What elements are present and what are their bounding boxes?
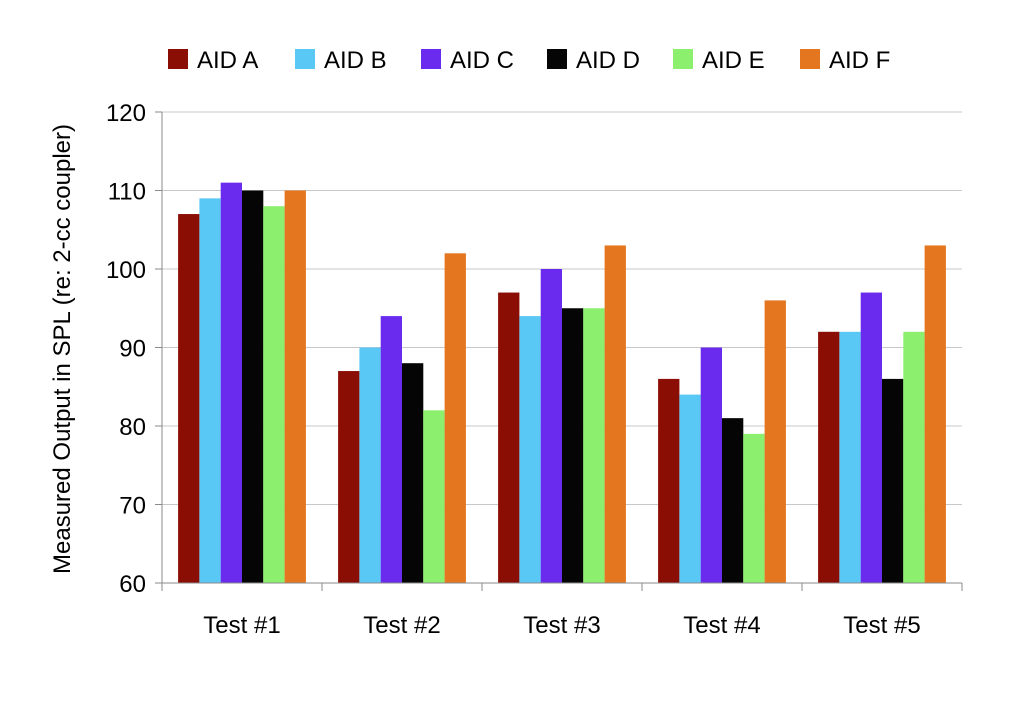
legend-item-aid-c: AID C — [421, 47, 514, 74]
y-tick-label: 100 — [106, 257, 146, 284]
bar-aid-b-test-1 — [199, 198, 221, 583]
x-category-label: Test #2 — [363, 612, 440, 639]
bar-aid-d-test-2 — [402, 363, 424, 583]
legend-swatch — [168, 49, 188, 69]
legend-swatch — [800, 49, 820, 69]
bar-aid-a-test-3 — [498, 292, 520, 583]
legend-label: AID E — [702, 47, 765, 74]
legend-label: AID A — [197, 47, 258, 74]
legend-swatch — [421, 49, 441, 69]
bar-aid-c-test-2 — [380, 316, 402, 583]
legend-item-aid-e: AID E — [673, 47, 765, 74]
bar-aid-e-test-5 — [903, 331, 925, 583]
bar-aid-f-test-3 — [604, 245, 626, 583]
bar-aid-f-test-4 — [764, 300, 786, 583]
legend: AID A AID B AID C AID D AID E AID F — [168, 47, 890, 74]
bar-aid-b-test-5 — [839, 331, 861, 583]
bar-aid-b-test-4 — [679, 394, 701, 583]
bar-aid-a-test-4 — [658, 378, 680, 583]
legend-item-aid-a: AID A — [168, 47, 258, 74]
bar-aid-e-test-4 — [743, 433, 765, 583]
bar-aid-c-test-3 — [540, 269, 562, 583]
bar-aid-e-test-3 — [583, 308, 605, 583]
bar-aid-a-test-5 — [818, 331, 840, 583]
bar-aid-a-test-2 — [338, 371, 360, 583]
y-tick-label: 60 — [119, 571, 146, 598]
x-category-labels: Test #1 Test #2 Test #3 Test #4 Test #5 — [203, 612, 920, 639]
axes — [155, 111, 963, 591]
legend-item-aid-d: AID D — [547, 47, 640, 74]
bar-aid-b-test-2 — [359, 347, 381, 583]
y-tick-label: 80 — [119, 414, 146, 441]
legend-item-aid-b: AID B — [295, 47, 387, 74]
x-category-label: Test #4 — [683, 612, 760, 639]
y-tick-labels: 60 70 80 90 100 110 120 — [106, 100, 146, 598]
bar-aid-d-test-1 — [242, 190, 264, 583]
bar-aid-d-test-4 — [722, 418, 744, 583]
y-tick-label: 90 — [119, 336, 146, 363]
x-category-label: Test #5 — [843, 612, 920, 639]
bar-aid-c-test-1 — [220, 182, 242, 583]
bar-aid-c-test-4 — [700, 347, 722, 583]
legend-swatch — [295, 49, 315, 69]
bar-aid-f-test-2 — [444, 253, 466, 584]
legend-swatch — [673, 49, 693, 69]
bar-aid-c-test-5 — [860, 292, 882, 583]
x-category-label: Test #1 — [203, 612, 280, 639]
bar-aid-e-test-1 — [263, 206, 285, 583]
legend-label: AID F — [829, 47, 890, 74]
legend-label: AID C — [450, 47, 514, 74]
bar-aid-d-test-3 — [562, 308, 584, 583]
legend-swatch — [547, 49, 567, 69]
bar-aid-d-test-5 — [882, 378, 904, 583]
y-tick-label: 110 — [108, 179, 146, 206]
legend-label: AID B — [324, 47, 387, 74]
y-tick-label: 70 — [119, 493, 146, 520]
bar-aid-f-test-5 — [924, 245, 946, 583]
bars — [178, 182, 946, 584]
y-tick-label: 120 — [106, 100, 146, 127]
bar-aid-f-test-1 — [284, 190, 306, 583]
legend-label: AID D — [576, 47, 640, 74]
y-axis-title: Measured Output in SPL (re: 2-cc coupler… — [49, 124, 76, 574]
bar-aid-e-test-2 — [423, 410, 445, 583]
bar-aid-a-test-1 — [178, 214, 200, 584]
legend-item-aid-f: AID F — [800, 47, 890, 74]
x-category-label: Test #3 — [523, 612, 600, 639]
bar-aid-b-test-3 — [519, 316, 541, 583]
